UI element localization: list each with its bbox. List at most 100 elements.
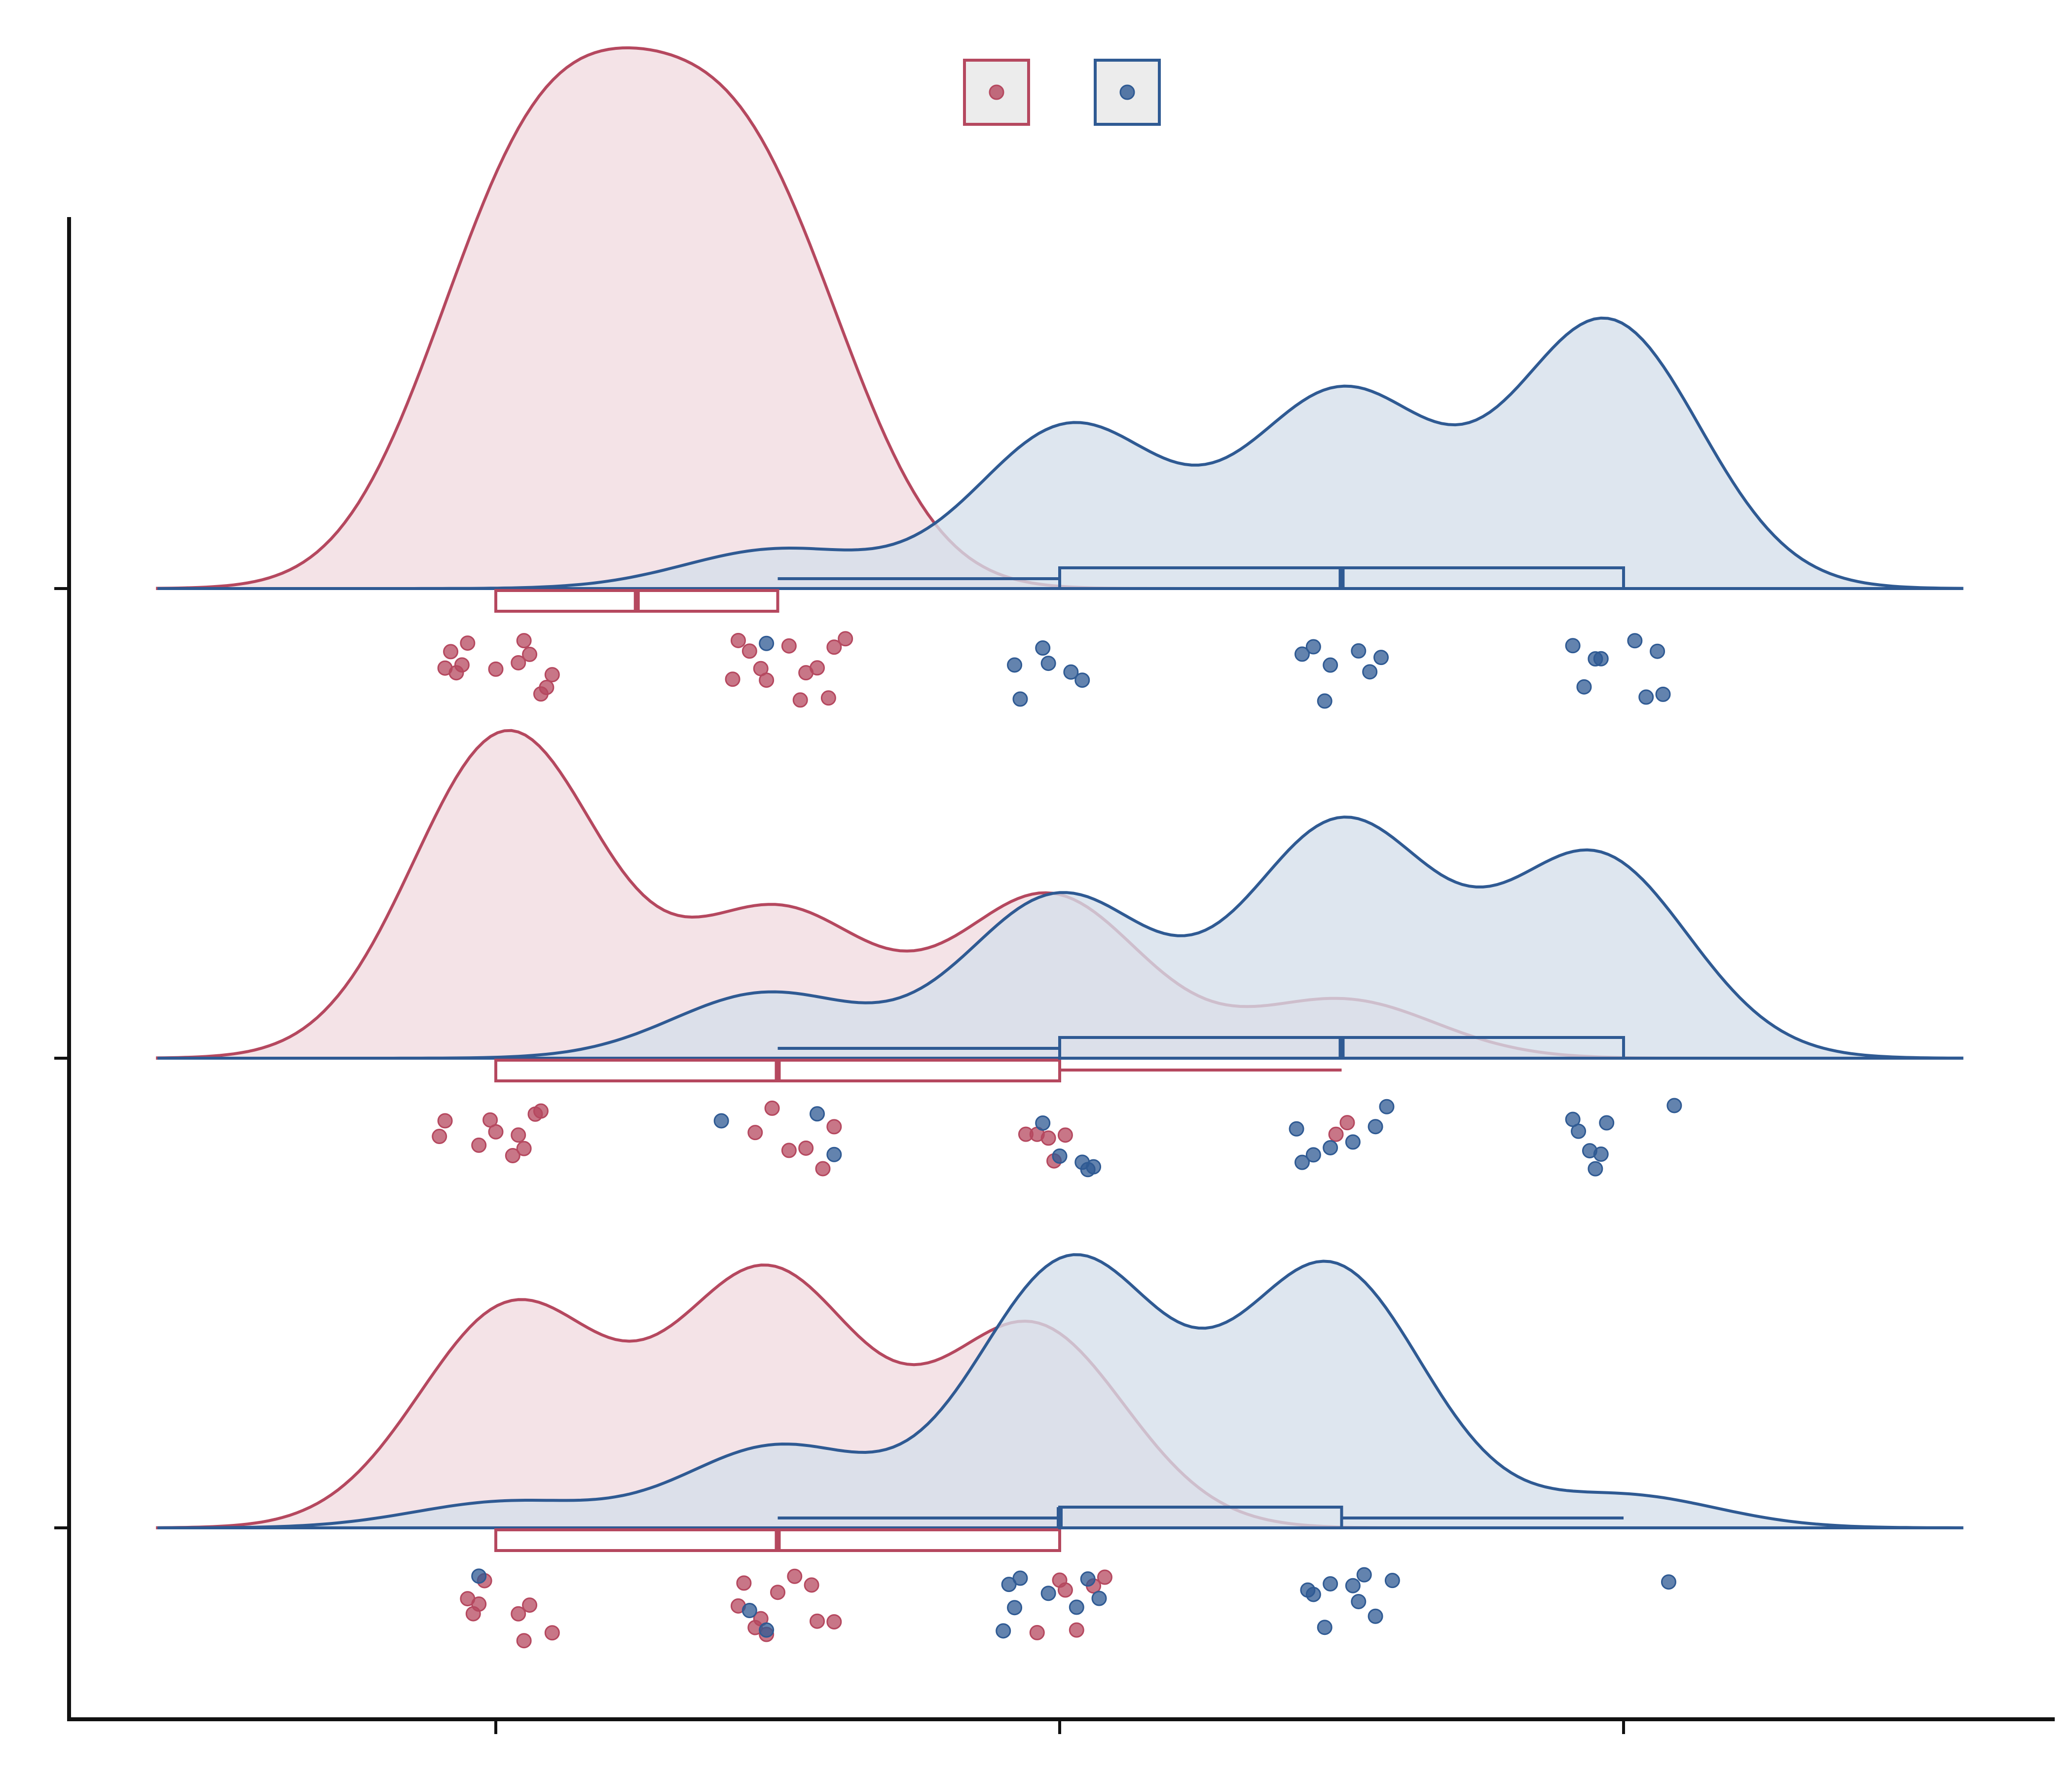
point-blue-group-2 xyxy=(1289,1121,1304,1137)
point-red-group-1 xyxy=(820,690,836,706)
point-red-group-2 xyxy=(826,1119,842,1135)
point-blue-group-3 xyxy=(1661,1574,1676,1590)
point-red-group-1 xyxy=(725,671,740,687)
point-blue-group-2 xyxy=(826,1147,842,1162)
point-red-group-1 xyxy=(838,631,853,647)
point-red-group-3 xyxy=(787,1568,803,1584)
point-red-group-1 xyxy=(511,655,526,670)
point-red-group-2 xyxy=(798,1140,814,1156)
point-red-group-2 xyxy=(516,1141,532,1156)
point-blue-group-2 xyxy=(1593,1147,1609,1162)
point-blue-group-2 xyxy=(1294,1154,1310,1170)
legend-marker-blue xyxy=(1119,84,1135,100)
point-red-group-2 xyxy=(533,1103,549,1119)
point-red-group-2 xyxy=(505,1147,520,1163)
point-red-group-2 xyxy=(482,1112,498,1128)
point-red-group-2 xyxy=(747,1125,763,1141)
point-blue-group-2 xyxy=(1368,1119,1383,1135)
point-red-group-3 xyxy=(810,1613,825,1629)
point-red-group-2 xyxy=(764,1100,780,1116)
point-red-group-1 xyxy=(759,672,775,688)
point-red-group-2 xyxy=(1328,1126,1344,1142)
density-blue-group-3 xyxy=(157,1253,1963,1529)
point-blue-group-3 xyxy=(1069,1599,1084,1615)
point-blue-group-3 xyxy=(1351,1593,1367,1609)
point-blue-group-3 xyxy=(1384,1573,1400,1589)
legend-box-red xyxy=(963,59,1030,126)
density-blue-group-2 xyxy=(157,815,1963,1060)
point-blue-group-2 xyxy=(1086,1159,1102,1175)
point-blue-group-1 xyxy=(1650,643,1665,659)
point-blue-group-3 xyxy=(1007,1600,1023,1616)
point-blue-group-3 xyxy=(1091,1591,1107,1606)
point-blue-group-3 xyxy=(996,1623,1011,1639)
point-blue-group-2 xyxy=(1323,1140,1338,1155)
point-red-group-3 xyxy=(1069,1622,1084,1638)
point-red-group-3 xyxy=(516,1633,532,1649)
point-blue-group-2 xyxy=(1035,1115,1051,1131)
point-blue-group-1 xyxy=(1362,664,1378,680)
point-red-group-1 xyxy=(522,646,538,662)
point-blue-group-1 xyxy=(1294,646,1310,662)
point-red-group-1 xyxy=(460,635,476,651)
point-blue-group-1 xyxy=(1323,657,1338,673)
point-blue-group-2 xyxy=(1571,1123,1587,1139)
point-red-group-3 xyxy=(544,1625,560,1641)
point-blue-group-1 xyxy=(1074,672,1090,688)
point-blue-group-3 xyxy=(1305,1587,1321,1602)
point-red-group-1 xyxy=(810,660,825,676)
plot-area xyxy=(156,46,1963,1649)
legend-marker-red xyxy=(989,84,1004,100)
point-red-group-2 xyxy=(437,1113,453,1129)
point-blue-group-2 xyxy=(713,1113,729,1129)
axis-ticks xyxy=(54,587,1625,1734)
point-red-group-1 xyxy=(488,661,504,677)
density-blue-group-1 xyxy=(157,316,1963,590)
point-blue-group-3 xyxy=(741,1603,757,1619)
point-blue-group-1 xyxy=(1638,689,1654,705)
point-blue-group-1 xyxy=(1593,651,1609,666)
point-red-group-1 xyxy=(792,692,808,708)
point-red-group-2 xyxy=(1057,1127,1073,1143)
point-red-group-3 xyxy=(1052,1572,1068,1588)
point-blue-group-2 xyxy=(1305,1147,1321,1163)
point-red-group-3 xyxy=(736,1575,752,1591)
point-blue-group-3 xyxy=(1080,1571,1096,1587)
point-blue-group-2 xyxy=(810,1106,825,1122)
legend xyxy=(963,59,1161,126)
point-red-group-3 xyxy=(511,1606,526,1622)
point-blue-group-1 xyxy=(1063,664,1079,680)
point-red-group-3 xyxy=(1029,1625,1045,1640)
point-blue-group-1 xyxy=(1565,638,1581,654)
point-red-group-1 xyxy=(443,644,459,660)
point-blue-group-1 xyxy=(1627,633,1643,649)
point-red-group-1 xyxy=(544,667,560,683)
point-blue-group-1 xyxy=(1305,639,1321,655)
point-red-group-2 xyxy=(471,1137,487,1153)
point-blue-group-2 xyxy=(1666,1098,1682,1113)
point-blue-group-2 xyxy=(1379,1099,1395,1114)
point-red-group-1 xyxy=(730,632,746,648)
point-blue-group-1 xyxy=(759,635,775,651)
point-red-group-1 xyxy=(454,657,470,673)
point-blue-group-2 xyxy=(1345,1134,1361,1150)
point-red-group-3 xyxy=(1097,1569,1112,1585)
point-blue-group-3 xyxy=(1317,1620,1332,1635)
point-blue-group-3 xyxy=(471,1568,487,1584)
point-blue-group-1 xyxy=(1351,643,1367,659)
point-blue-group-2 xyxy=(1052,1148,1068,1164)
point-blue-group-3 xyxy=(1356,1567,1372,1583)
point-blue-group-2 xyxy=(1588,1161,1603,1177)
point-blue-group-1 xyxy=(1007,657,1023,673)
point-red-group-2 xyxy=(1339,1115,1355,1131)
point-red-group-3 xyxy=(804,1577,819,1593)
point-blue-group-3 xyxy=(1323,1576,1338,1591)
point-blue-group-1 xyxy=(1655,686,1671,702)
point-red-group-3 xyxy=(826,1614,842,1629)
point-blue-group-1 xyxy=(1576,679,1592,695)
point-red-group-2 xyxy=(815,1161,831,1177)
point-red-group-1 xyxy=(826,639,842,655)
point-blue-group-1 xyxy=(1317,693,1332,709)
point-blue-group-1 xyxy=(1040,656,1056,671)
point-red-group-1 xyxy=(516,633,532,649)
